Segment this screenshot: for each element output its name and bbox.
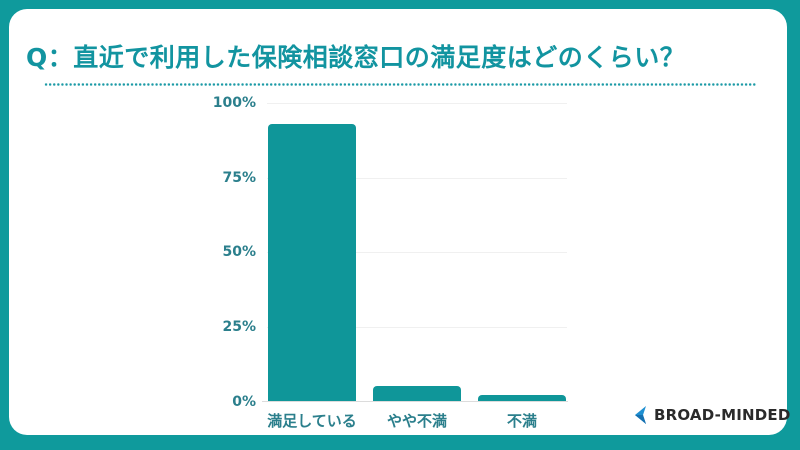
x-label-dissatisfied: 不満: [506, 412, 537, 430]
chart-card: [9, 9, 787, 435]
brand-name: BROAD-MINDED: [654, 406, 791, 424]
gridline-50: [267, 252, 567, 253]
x-label-somewhat-dissatisfied: やや不満: [386, 412, 447, 430]
bar-dissatisfied: [478, 395, 566, 401]
x-axis-line: [262, 401, 568, 402]
gridline-25: [267, 327, 567, 328]
x-label-satisfied: 満足している: [267, 412, 357, 430]
chart-title: Q：直近で利用した保険相談窓口の満足度はどのくらい？: [26, 43, 686, 72]
brand-logo: BROAD-MINDED: [632, 404, 791, 426]
bar-satisfied: [268, 124, 356, 401]
y-tick-100: 100%: [212, 95, 256, 111]
bar-somewhat-dissatisfied: [373, 386, 461, 401]
chevron-left-logo-icon: [635, 406, 646, 424]
y-tick-25: 25%: [222, 319, 256, 335]
gridline-100: [267, 103, 567, 104]
y-tick-75: 75%: [222, 170, 256, 186]
dotted-divider: [44, 83, 756, 86]
y-tick-0: 0%: [232, 394, 256, 410]
y-tick-50: 50%: [222, 244, 256, 260]
gridline-75: [267, 178, 567, 179]
